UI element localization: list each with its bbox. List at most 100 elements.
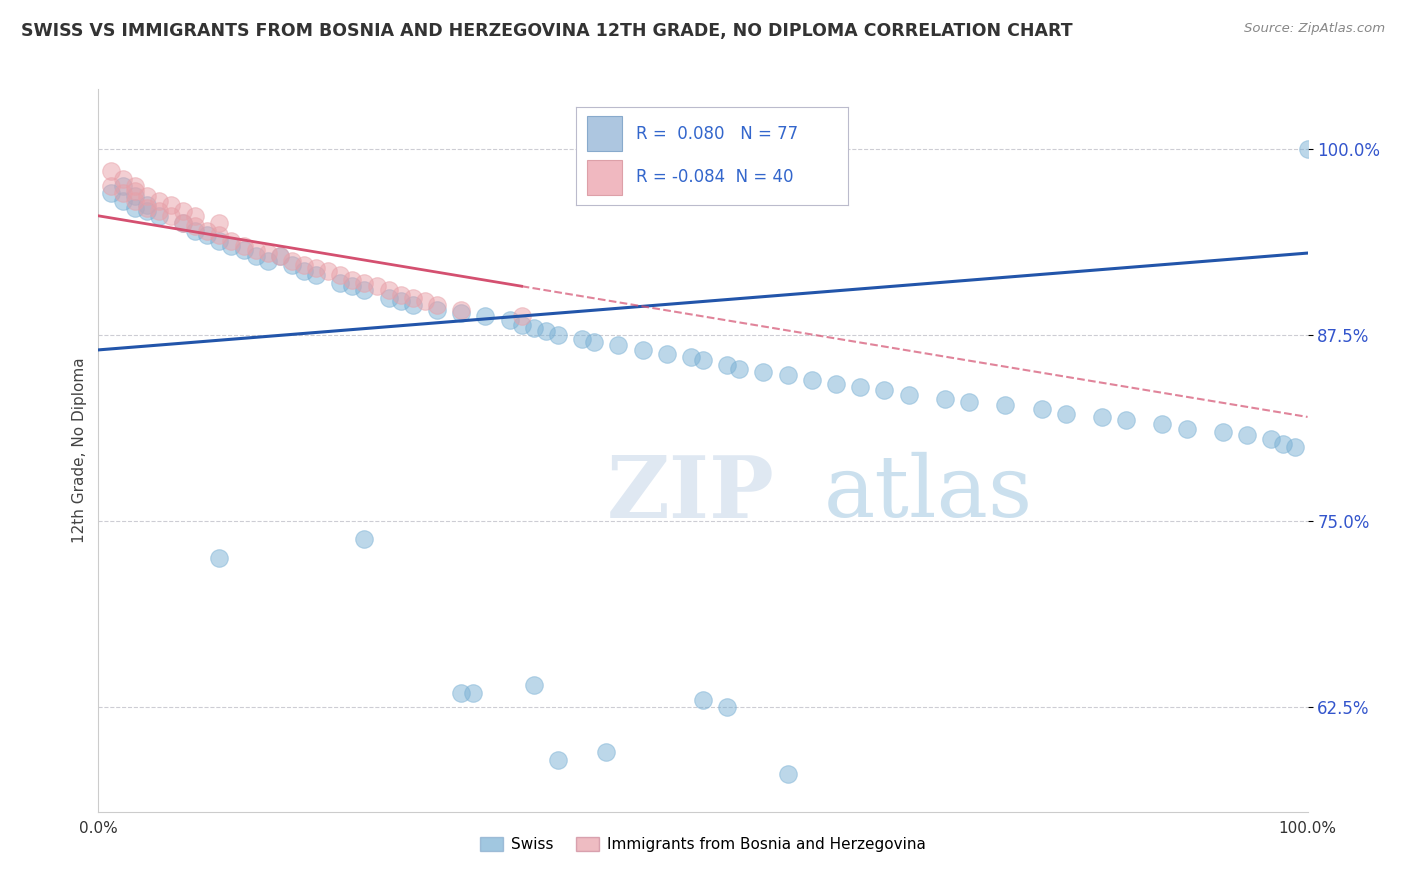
Point <box>100 186 122 201</box>
Point <box>776 767 799 781</box>
Point <box>402 298 425 312</box>
Point <box>256 253 278 268</box>
Point <box>124 179 146 194</box>
Point <box>728 362 751 376</box>
Point <box>1272 436 1295 450</box>
Point <box>897 387 920 401</box>
Point <box>148 209 170 223</box>
Point <box>184 209 207 223</box>
Point <box>389 293 412 308</box>
Point <box>148 194 170 208</box>
Point <box>245 249 267 263</box>
Point <box>221 238 243 252</box>
Point <box>353 283 375 297</box>
Point <box>124 189 146 203</box>
Point <box>873 383 896 397</box>
Point <box>1175 422 1198 436</box>
Point <box>1152 417 1174 432</box>
Point <box>692 353 714 368</box>
Point <box>934 392 956 406</box>
Point <box>184 224 207 238</box>
Point <box>256 246 278 260</box>
Point <box>474 309 496 323</box>
Point <box>800 373 823 387</box>
Point <box>463 685 485 699</box>
Point <box>160 209 183 223</box>
Point <box>631 343 654 357</box>
Point <box>111 186 134 201</box>
Point <box>692 693 714 707</box>
Point <box>208 234 231 248</box>
Point <box>245 243 267 257</box>
Point <box>135 202 157 216</box>
Point <box>547 753 569 767</box>
Point <box>221 234 243 248</box>
Point <box>329 276 352 290</box>
Point <box>523 320 546 334</box>
Point <box>994 398 1017 412</box>
Point <box>111 179 134 194</box>
Point <box>111 171 134 186</box>
Point <box>510 318 533 332</box>
Point <box>135 198 157 212</box>
Point <box>450 306 472 320</box>
Point <box>124 184 146 198</box>
Point <box>377 283 399 297</box>
Point <box>957 395 980 409</box>
Point <box>100 164 122 178</box>
Point <box>232 243 254 257</box>
Point <box>342 273 364 287</box>
Point <box>1236 427 1258 442</box>
Point <box>1115 413 1137 427</box>
Point <box>583 335 606 350</box>
Point <box>172 204 194 219</box>
Point <box>208 551 231 566</box>
Point <box>389 287 412 301</box>
Point <box>595 745 617 759</box>
Point <box>523 678 546 692</box>
Point <box>716 700 738 714</box>
Legend: Swiss, Immigrants from Bosnia and Herzegovina: Swiss, Immigrants from Bosnia and Herzeg… <box>474 831 932 858</box>
Point <box>547 328 569 343</box>
Point <box>655 347 678 361</box>
Point <box>413 293 436 308</box>
Point <box>232 238 254 252</box>
Point <box>607 338 630 352</box>
Point <box>100 179 122 194</box>
Text: SWISS VS IMMIGRANTS FROM BOSNIA AND HERZEGOVINA 12TH GRADE, NO DIPLOMA CORRELATI: SWISS VS IMMIGRANTS FROM BOSNIA AND HERZ… <box>21 22 1073 40</box>
Point <box>1284 440 1306 454</box>
Point <box>402 291 425 305</box>
Point <box>849 380 872 394</box>
Point <box>160 198 183 212</box>
Point <box>329 268 352 283</box>
Point <box>124 202 146 216</box>
Text: ZIP: ZIP <box>606 452 775 536</box>
Point <box>498 313 520 327</box>
Point <box>292 264 315 278</box>
Point <box>1260 432 1282 446</box>
Point <box>195 224 218 238</box>
Point <box>450 302 472 317</box>
Point <box>135 204 157 219</box>
Point <box>534 324 557 338</box>
Text: Source: ZipAtlas.com: Source: ZipAtlas.com <box>1244 22 1385 36</box>
Point <box>305 268 328 283</box>
Point <box>1212 425 1234 439</box>
Text: atlas: atlas <box>824 452 1033 535</box>
Point <box>208 228 231 243</box>
Point <box>135 189 157 203</box>
Point <box>172 216 194 230</box>
Point <box>1031 402 1053 417</box>
Point <box>184 219 207 234</box>
Point <box>450 685 472 699</box>
Point <box>716 358 738 372</box>
Point <box>353 276 375 290</box>
Point <box>1296 142 1319 156</box>
Point <box>776 368 799 383</box>
Point <box>342 278 364 293</box>
Point <box>316 264 339 278</box>
Point <box>426 298 449 312</box>
Point <box>172 216 194 230</box>
Point <box>269 249 291 263</box>
Point <box>208 216 231 230</box>
